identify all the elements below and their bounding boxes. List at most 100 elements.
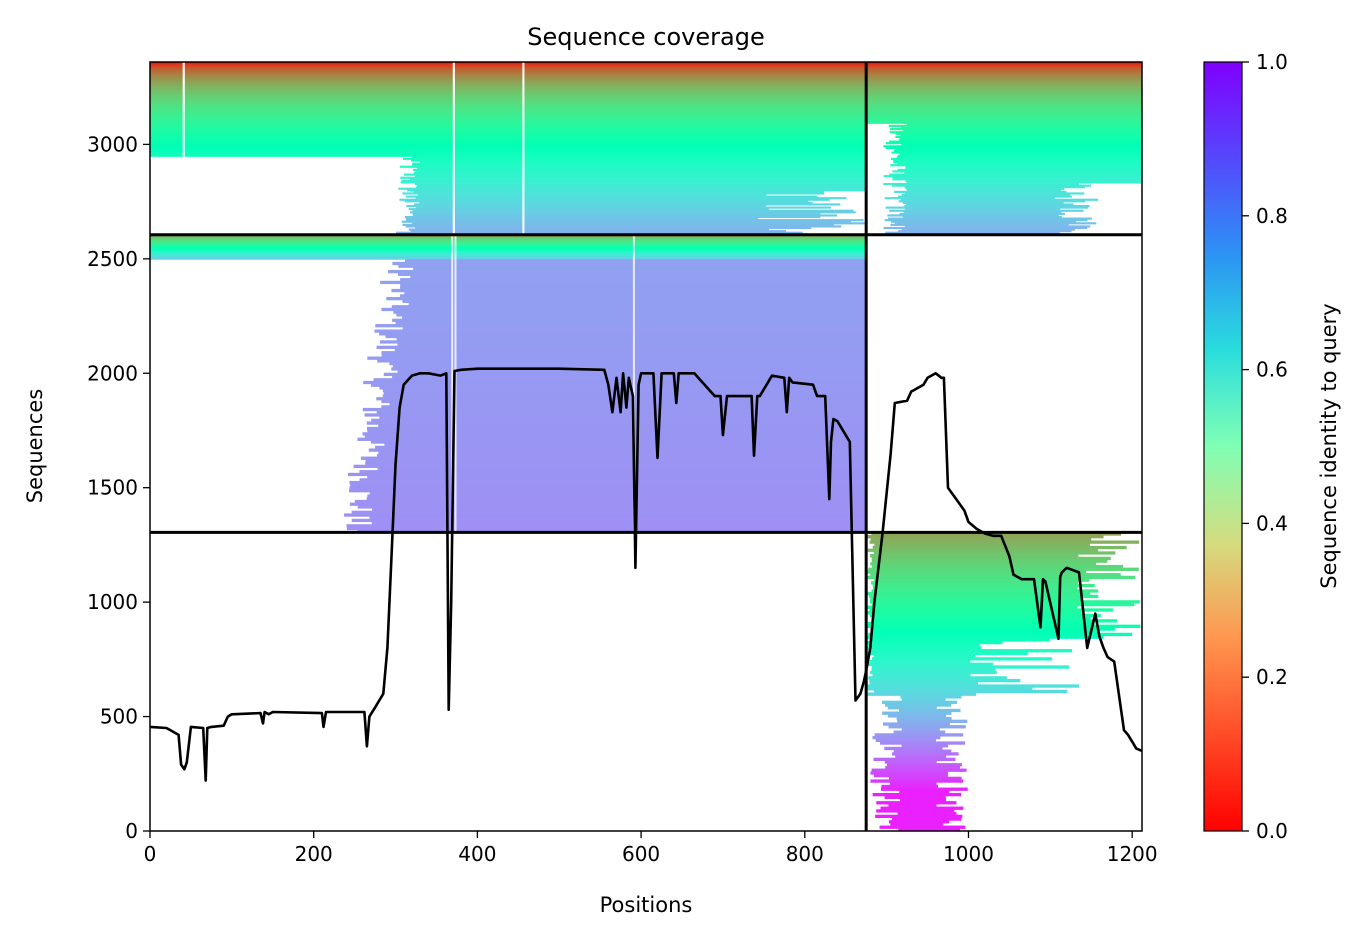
heatmap-row	[866, 69, 1142, 73]
heatmap-row	[373, 378, 867, 382]
heatmap-row	[357, 505, 867, 509]
heatmap-row	[150, 149, 867, 153]
heatmap-row	[405, 195, 818, 198]
heatmap-row	[899, 137, 1142, 140]
heatmap-row	[866, 102, 1142, 106]
heatmap-row	[396, 231, 803, 234]
heatmap-row	[362, 407, 867, 412]
heatmap-row	[894, 222, 1097, 225]
heatmap-row	[366, 421, 867, 425]
heatmap-row	[904, 204, 1090, 208]
heatmap-row	[384, 443, 867, 447]
heatmap-row	[898, 200, 1086, 203]
heatmap-row	[410, 230, 787, 233]
heatmap-row	[867, 646, 982, 650]
heatmap-row	[150, 91, 867, 95]
heatmap-row	[866, 85, 1142, 88]
heatmap-row	[401, 179, 867, 182]
heatmap-row	[150, 76, 867, 79]
x-tick-label: 0	[144, 842, 157, 866]
x-tick-label: 200	[295, 842, 333, 866]
heatmap-row	[866, 116, 1142, 120]
heatmap-row	[150, 132, 867, 135]
heatmap-row	[901, 727, 940, 732]
heatmap-row	[370, 440, 867, 444]
heatmap-row	[150, 131, 867, 134]
heatmap-row	[888, 714, 947, 718]
heatmap-row	[875, 814, 963, 819]
heatmap-row	[150, 142, 867, 145]
heatmap-row	[366, 497, 867, 501]
heatmap-row	[378, 451, 867, 455]
heatmap-row	[367, 429, 867, 433]
heatmap-row	[891, 220, 1076, 223]
heatmap-row	[417, 167, 867, 170]
heatmap-row	[885, 231, 1060, 234]
heatmap-row	[150, 105, 867, 109]
heatmap-row	[866, 66, 1142, 69]
heatmap-row	[884, 197, 1055, 200]
heatmap-row	[150, 102, 867, 106]
heatmap-row	[413, 267, 867, 271]
heatmap-row	[891, 157, 1142, 160]
heatmap-row	[150, 85, 867, 88]
heatmap-row	[901, 697, 946, 702]
heatmap-row	[866, 687, 1033, 691]
heatmap-row	[874, 578, 1090, 582]
heatmap-row	[398, 272, 867, 276]
heatmap-row	[873, 654, 976, 658]
heatmap-row	[871, 665, 1070, 669]
heatmap-row	[869, 681, 978, 685]
heatmap-row	[349, 502, 867, 506]
heatmap-row	[359, 478, 867, 482]
heatmap-row	[398, 187, 867, 190]
heatmap-row	[150, 123, 867, 126]
heatmap-row	[364, 413, 867, 417]
heatmap-row	[876, 809, 955, 813]
heatmap-row	[897, 719, 968, 723]
block-top-left	[150, 62, 867, 236]
heatmap-row	[379, 340, 867, 344]
x-axis-label: Positions	[600, 893, 693, 917]
x-tick-label: 400	[458, 842, 496, 866]
heatmap-row	[868, 676, 1007, 680]
heatmap-row	[866, 77, 1142, 80]
heatmap-row	[371, 521, 867, 525]
heatmap-row	[420, 160, 867, 164]
heatmap-row	[881, 784, 939, 789]
heatmap-row	[905, 179, 1142, 182]
heatmap-row	[866, 107, 1142, 110]
heatmap-row	[407, 189, 867, 192]
heatmap-row	[362, 432, 867, 436]
heatmap-row	[150, 245, 867, 249]
heatmap-row	[866, 82, 1142, 85]
heatmap-row	[367, 475, 867, 479]
heatmap-row	[867, 651, 1028, 656]
heatmap-row	[870, 638, 1050, 642]
block-bottom-right	[866, 532, 1141, 831]
heatmap-row	[391, 288, 867, 293]
heatmap-row	[377, 359, 867, 363]
heatmap-row	[410, 275, 867, 279]
heatmap-row	[866, 112, 1142, 115]
heatmap-row	[871, 668, 996, 672]
heatmap-row	[396, 313, 867, 317]
heatmap-row	[150, 146, 867, 149]
heatmap-row	[398, 264, 867, 268]
heatmap-row	[386, 297, 867, 301]
heatmap-row	[899, 708, 961, 713]
gap-column	[182, 62, 185, 235]
y-tick-label: 1500	[87, 476, 138, 500]
heatmap-row	[150, 234, 867, 239]
heatmap-row	[866, 90, 1142, 93]
heatmap-row	[391, 367, 867, 371]
heatmap-row	[414, 182, 867, 186]
heatmap-row	[893, 160, 1142, 164]
heatmap-row	[150, 148, 867, 151]
colorbar-tick-label: 0.0	[1256, 819, 1288, 843]
heatmap-row	[402, 192, 824, 195]
heatmap-row	[884, 746, 943, 751]
heatmap-row	[410, 211, 856, 214]
heatmap-row	[378, 424, 867, 428]
heatmap-row	[868, 649, 1073, 653]
